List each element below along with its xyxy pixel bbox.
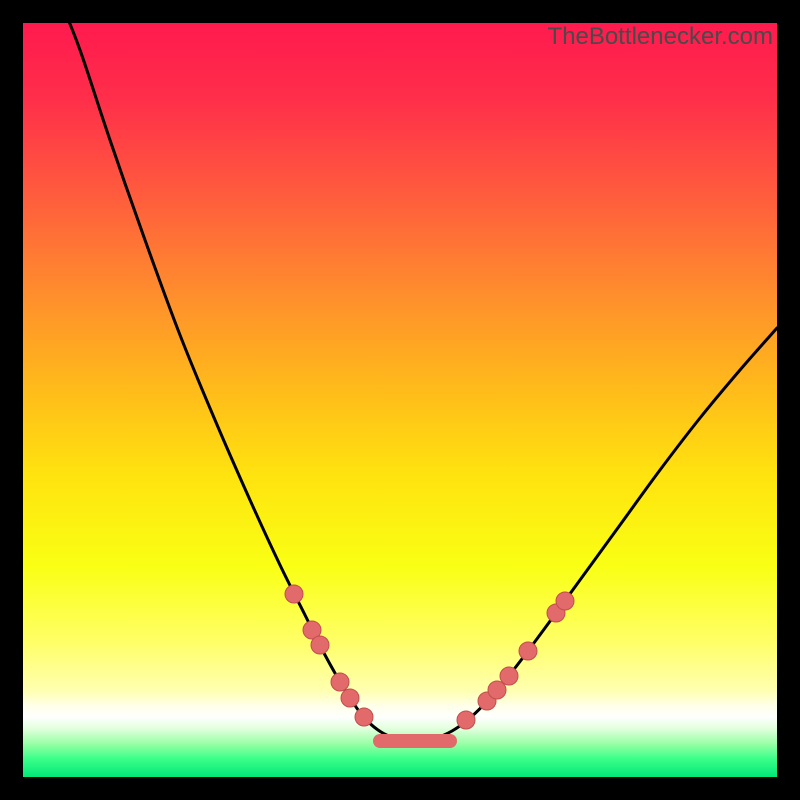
curve-marker (488, 681, 506, 699)
outer-frame: TheBottlenecker.com (0, 0, 800, 800)
marker-layer (23, 23, 777, 777)
watermark-text: TheBottlenecker.com (548, 23, 773, 51)
curve-marker (519, 642, 537, 660)
plot-area: TheBottlenecker.com (23, 23, 777, 777)
curve-marker (331, 673, 349, 691)
curve-marker (285, 585, 303, 603)
curve-bottom-bar (373, 734, 457, 748)
curve-marker (341, 689, 359, 707)
curve-marker (500, 667, 518, 685)
curve-marker (556, 592, 574, 610)
curve-marker (457, 711, 475, 729)
curve-marker (355, 708, 373, 726)
curve-marker (311, 636, 329, 654)
